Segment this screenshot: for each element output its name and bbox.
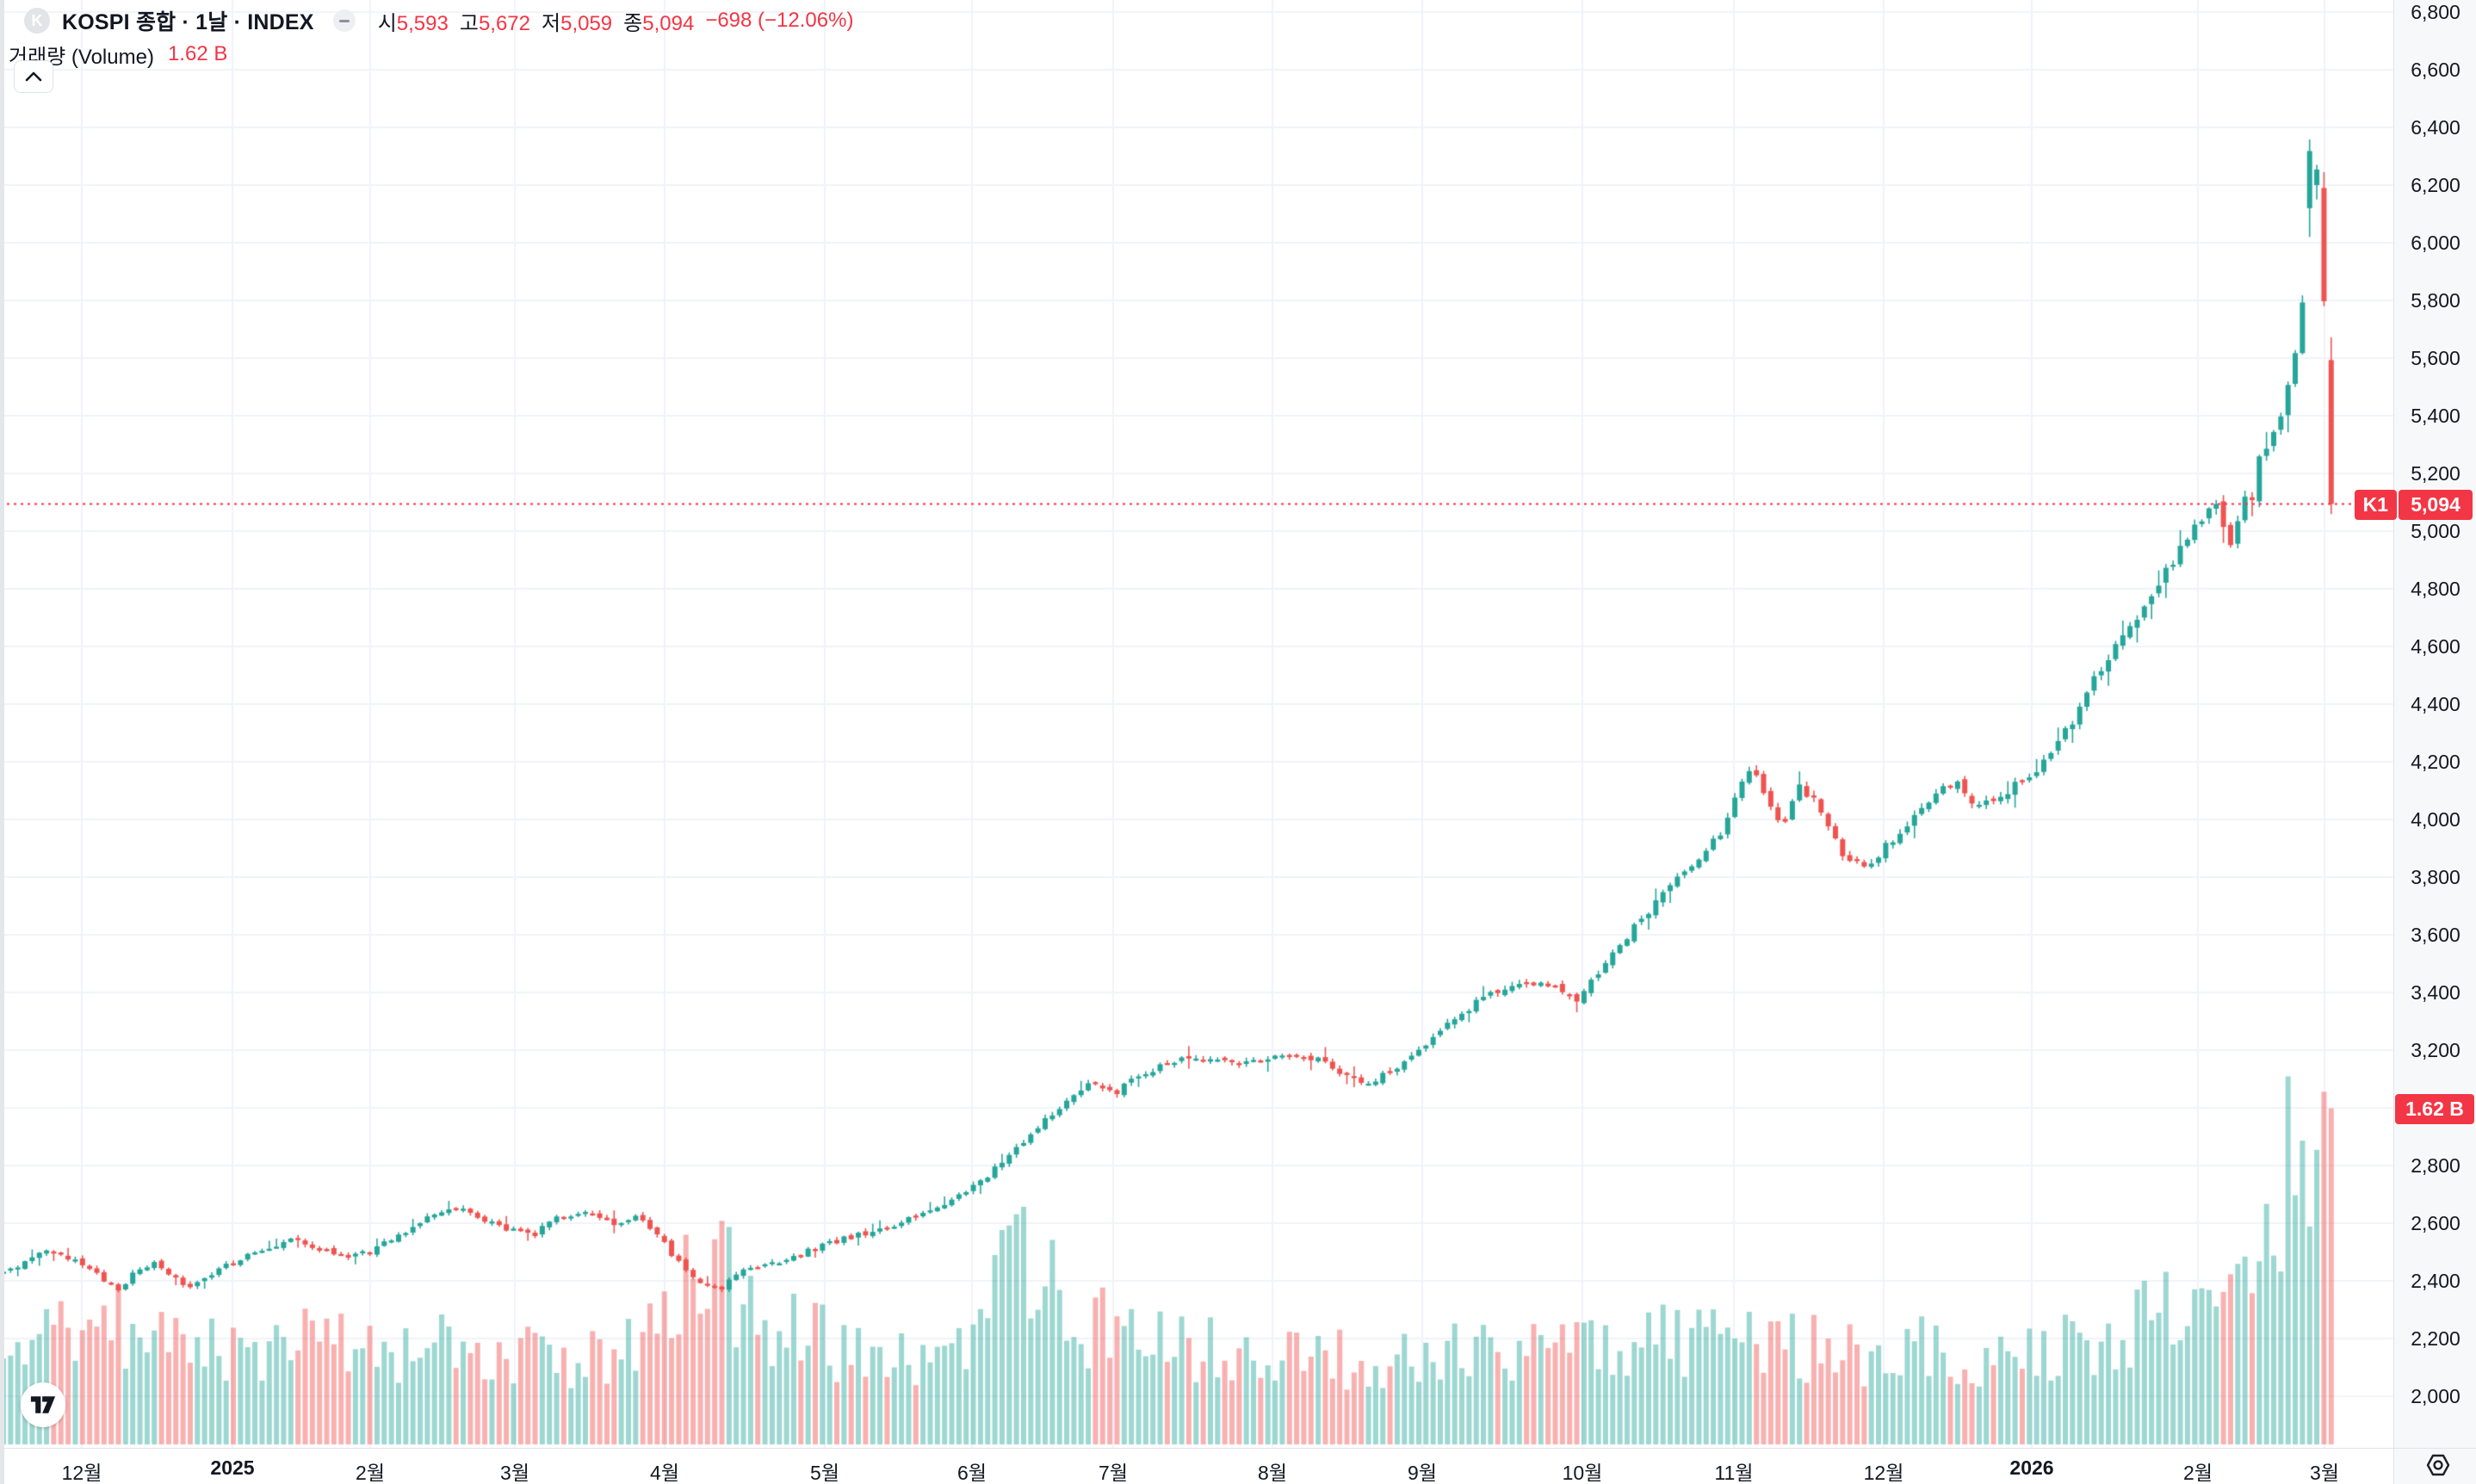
x-axis-month-label: 6월	[957, 1462, 987, 1484]
price-value-badge: 5,094	[2399, 489, 2473, 520]
ohlc-pair: 종5,094	[623, 11, 695, 35]
y-axis-label: 5,600	[2411, 347, 2461, 369]
x-axis-month-label: 12월	[1863, 1462, 1904, 1484]
x-axis-month-label: 8월	[1258, 1462, 1287, 1484]
chart-legend: K KOSPI 종합 · 1날 · INDEX 시5,593 고5,672 저5,0…	[9, 5, 853, 69]
x-axis-year-label: 2025	[210, 1456, 255, 1479]
current-price-badge: K1 5,094	[2354, 489, 2473, 520]
y-axis-label: 3,800	[2411, 866, 2461, 888]
volume-legend-row: 거래량 (Volume) 1.62 B	[9, 41, 853, 69]
ohlc-pair: 고5,672	[459, 11, 530, 35]
symbol-logo: K	[24, 8, 50, 34]
x-axis-month-label: 2월	[2183, 1462, 2213, 1484]
y-axis-label: 2,000	[2411, 1385, 2461, 1407]
chevron-up-icon	[25, 71, 42, 82]
plot-id-badge: K1	[2354, 489, 2397, 520]
y-axis-label: 6,800	[2411, 1, 2461, 23]
ohlc-pair: 시5,593	[377, 11, 449, 35]
y-axis-label: 4,400	[2411, 693, 2461, 715]
y-axis-label: 3,600	[2411, 924, 2461, 946]
y-axis-label: 3,400	[2411, 981, 2461, 1004]
x-axis-month-label: 5월	[810, 1462, 839, 1484]
y-axis-label: 5,000	[2411, 520, 2461, 542]
y-axis-label: 6,000	[2411, 232, 2461, 254]
change-value: −698 (−12.06%)	[705, 9, 854, 32]
ohlc-pair: 저5,059	[542, 11, 613, 35]
y-axis-label: 6,400	[2411, 116, 2461, 139]
y-axis-label: 4,000	[2411, 808, 2461, 831]
y-axis-label: 6,600	[2411, 59, 2461, 81]
x-axis-year-label: 2026	[2009, 1456, 2054, 1479]
legend-collapse-button[interactable]	[14, 60, 53, 93]
candlestick-chart-canvas[interactable]	[0, 0, 2476, 1448]
y-axis-label: 2,400	[2411, 1270, 2461, 1292]
volume-value: 1.62 B	[167, 42, 228, 65]
x-axis-month-label: 11월	[1714, 1462, 1754, 1484]
y-axis-label: 6,200	[2411, 174, 2461, 196]
x-axis-month-label: 3월	[2310, 1462, 2339, 1484]
left-panel-edge[interactable]	[0, 0, 4, 1484]
x-axis-month-label: 7월	[1099, 1462, 1128, 1484]
gear-icon[interactable]	[2419, 1446, 2457, 1484]
symbol-legend-row: K KOSPI 종합 · 1날 · INDEX 시5,593 고5,672 저5,0…	[9, 5, 853, 36]
price-axis[interactable]: 2,0002,2002,4002,6002,8003,0003,2003,400…	[2393, 0, 2476, 1448]
minus-icon[interactable]	[332, 9, 356, 32]
ohlc-pairs: 시5,593 고5,672 저5,059 종5,094	[378, 6, 706, 36]
x-axis-month-label: 12월	[61, 1462, 102, 1484]
y-axis-label: 2,800	[2411, 1154, 2461, 1177]
x-axis-month-label: 2월	[356, 1462, 385, 1484]
y-axis-label: 4,800	[2411, 578, 2461, 600]
y-axis-label: 5,400	[2411, 405, 2461, 427]
tradingview-logo[interactable]	[21, 1382, 65, 1427]
y-axis-label: 2,200	[2411, 1327, 2461, 1350]
ohlc-values: 시5,593 고5,672 저5,059 종5,094 −698 (−12.06%)	[378, 6, 854, 36]
y-axis-label: 4,600	[2411, 635, 2461, 658]
x-axis-month-label: 4월	[650, 1462, 679, 1484]
y-axis-label: 4,200	[2411, 751, 2461, 773]
y-axis-label: 5,200	[2411, 462, 2461, 485]
y-axis-label: 5,800	[2411, 289, 2461, 312]
y-axis-label: 3,200	[2411, 1039, 2461, 1061]
x-axis-month-label: 9월	[1408, 1462, 1437, 1484]
tradingview-logo-glyph	[30, 1396, 56, 1413]
current-volume-badge: 1.62 B	[2395, 1093, 2474, 1124]
x-axis-month-label: 10월	[1562, 1462, 1603, 1484]
symbol-title[interactable]: KOSPI 종합 · 1날 · INDEX	[62, 10, 314, 34]
gear-icon-glyph	[2426, 1454, 2450, 1476]
x-axis-month-label: 3월	[500, 1462, 529, 1484]
time-axis[interactable]: 12월 2025 2월 3월 4월 5월 6월 7월 8월 9월 10월 11월 12월 2026 2월 3월	[0, 1448, 2393, 1484]
y-axis-label: 2,600	[2411, 1212, 2461, 1234]
